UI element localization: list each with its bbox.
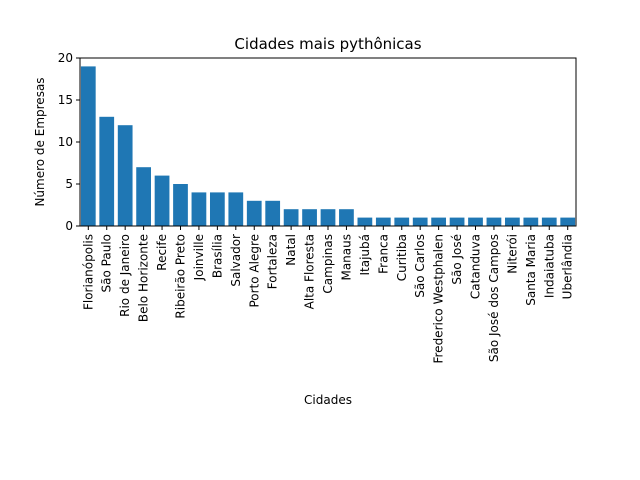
bar <box>486 217 502 226</box>
x-tick-label: Recife <box>155 234 169 271</box>
x-tick-label: São José dos Campos <box>487 234 501 362</box>
bar <box>468 217 483 226</box>
bar <box>265 200 281 226</box>
y-axis-label: Número de Empresas <box>33 77 47 206</box>
x-tick-label: Franca <box>376 234 390 274</box>
x-tick-label: Fortaleza <box>266 234 280 289</box>
bar <box>449 217 465 226</box>
bar <box>173 184 188 226</box>
bar <box>375 217 391 226</box>
bar <box>339 209 354 226</box>
x-tick-label: Rio de Janeiro <box>118 234 132 317</box>
bar <box>394 217 410 226</box>
bar <box>412 217 428 226</box>
x-tick-label: Brasília <box>210 234 224 278</box>
bar <box>99 116 115 226</box>
x-tick-label: Ribeirão Preto <box>173 234 187 319</box>
bar <box>560 217 576 226</box>
bar <box>80 66 96 227</box>
x-tick-label: São José <box>450 234 464 285</box>
bar <box>431 217 447 226</box>
x-tick-label: Niterói <box>505 234 519 274</box>
x-tick-label: Natal <box>284 234 298 266</box>
y-tick-label: 5 <box>65 177 73 191</box>
bar <box>302 209 317 226</box>
x-tick-label: Catanduva <box>469 234 483 299</box>
x-tick-label: Campinas <box>321 234 335 294</box>
plot-area-frame <box>79 57 577 227</box>
bar <box>523 217 539 226</box>
y-tick-label: 15 <box>58 93 73 107</box>
x-tick-label: Manaus <box>339 234 353 281</box>
x-axis-ticks: Florianópolis São Paulo Rio de Janeiro Belo… <box>81 226 575 364</box>
bar <box>541 217 557 226</box>
y-tick-label: 10 <box>58 135 73 149</box>
bar <box>117 125 133 226</box>
x-tick-label: Belo Horizonte <box>137 234 151 322</box>
x-tick-label: Florianópolis <box>81 234 95 310</box>
chart-title: Cidades mais pythônicas <box>234 35 421 53</box>
y-tick-label: 0 <box>65 219 73 233</box>
x-tick-label: Porto Alegre <box>247 234 261 308</box>
bar <box>154 175 170 226</box>
bar <box>191 192 207 226</box>
x-tick-label: Curitiba <box>395 234 409 281</box>
bar <box>320 209 336 226</box>
x-tick-label: Uberlândia <box>561 234 575 299</box>
bar <box>357 217 373 226</box>
x-tick-label: Joinville <box>192 234 206 281</box>
bar <box>505 217 520 226</box>
x-tick-label: Salvador <box>229 234 243 287</box>
bar <box>228 192 244 226</box>
bar <box>136 167 151 226</box>
x-tick-label: Itajubá <box>358 234 372 276</box>
bars-group <box>80 66 576 227</box>
bar <box>246 200 262 226</box>
x-axis-label: Cidades <box>304 393 352 407</box>
y-tick-label: 20 <box>58 51 73 65</box>
bar <box>283 209 299 226</box>
x-tick-label: São Paulo <box>100 234 114 292</box>
x-tick-label: Frederico Westphalen <box>432 234 446 364</box>
x-tick-label: São Carlos <box>413 234 427 298</box>
y-axis-ticks: 0 5 10 15 20 <box>58 51 80 233</box>
x-tick-label: Santa Maria <box>524 234 538 306</box>
x-tick-label: Indaiatuba <box>542 234 556 298</box>
bar <box>209 192 225 226</box>
x-tick-label: Alta Floresta <box>303 234 317 309</box>
